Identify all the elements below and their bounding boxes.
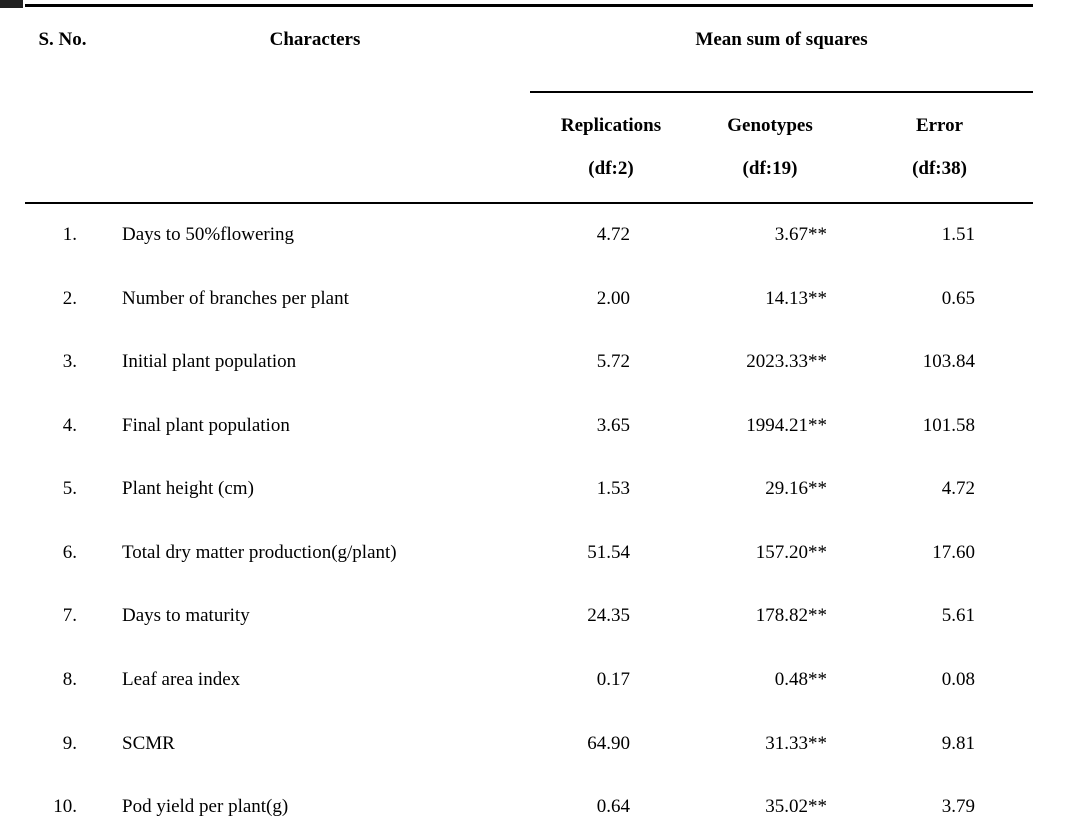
replications-cell: 0.64 (596, 795, 630, 817)
header-spacer-sno (25, 92, 100, 204)
error-label: Error (915, 115, 964, 137)
sno-cell: 1. (62, 224, 77, 246)
error-cell: 3.79 (941, 795, 976, 817)
table-row: 7. Days to maturity 24.35 178.82** 5.61 (25, 585, 1033, 649)
sno-cell: 6. (62, 541, 77, 563)
col-header-characters: Characters (269, 29, 361, 50)
anova-table: S. No. Characters Mean sum of squares Re… (25, 4, 1034, 826)
header-spacer-characters (100, 92, 530, 204)
scan-artifact-corner (0, 0, 23, 8)
replications-cell: 24.35 (587, 605, 630, 627)
sno-cell: 3. (62, 351, 77, 373)
replications-cell: 0.17 (596, 669, 630, 691)
table-row: 8. Leaf area index 0.17 0.48** 0.08 (25, 648, 1033, 712)
error-cell: 101.58 (922, 414, 976, 436)
replications-cell: 51.54 (587, 541, 630, 563)
sno-cell: 5. (62, 478, 77, 500)
error-cell: 17.60 (932, 541, 976, 563)
replications-label: Replications (560, 115, 662, 137)
sno-cell: 9. (62, 732, 77, 754)
genotypes-cell: 178.82** (755, 605, 827, 627)
replications-df: (df:2) (588, 158, 634, 179)
character-cell: Initial plant population (122, 351, 297, 373)
replications-cell: 1.53 (596, 478, 630, 500)
genotypes-cell: 0.48** (774, 669, 827, 691)
sno-cell: 2. (62, 287, 77, 309)
character-cell: Number of branches per plant (122, 287, 349, 309)
genotypes-df: (df:19) (742, 158, 798, 179)
replications-cell: 2.00 (596, 287, 630, 309)
header-row-sub: Replications (df:2) Genotypes (df:19) Er… (25, 92, 1034, 204)
character-cell: Total dry matter production(g/plant) (122, 541, 397, 563)
character-cell: Pod yield per plant(g) (122, 795, 289, 817)
genotypes-cell: 14.13** (765, 287, 827, 309)
header-row-top: S. No. Characters Mean sum of squares (25, 5, 1034, 93)
table-row: 3. Initial plant population 5.72 2023.33… (25, 330, 1033, 394)
col-header-genotypes: Genotypes (df:19) (692, 92, 862, 204)
table-row: 2. Number of branches per plant 2.00 14.… (25, 267, 1033, 331)
replications-cell: 64.90 (587, 732, 630, 754)
col-header-replications: Replications (df:2) (530, 92, 692, 204)
error-cell: 9.81 (941, 732, 976, 754)
table-header: S. No. Characters Mean sum of squares Re… (25, 5, 1034, 204)
genotypes-cell: 35.02** (765, 795, 827, 817)
genotypes-cell: 157.20** (755, 541, 827, 563)
error-cell: 0.08 (941, 669, 976, 691)
col-header-group-mean-sum-of-squares: Mean sum of squares (530, 5, 1034, 93)
table-row: 5. Plant height (cm) 1.53 29.16** 4.72 (25, 457, 1033, 521)
character-cell: SCMR (122, 732, 175, 754)
genotypes-cell: 2023.33** (746, 351, 827, 373)
genotypes-cell: 1994.21** (746, 414, 827, 436)
table-row: 4. Final plant population 3.65 1994.21**… (25, 394, 1033, 458)
table-row: 6. Total dry matter production(g/plant) … (25, 521, 1033, 585)
table-row: 1. Days to 50%flowering 4.72 3.67** 1.51 (25, 203, 1033, 267)
error-cell: 5.61 (941, 605, 976, 627)
character-cell: Days to maturity (122, 605, 250, 627)
character-cell: Days to 50%flowering (122, 224, 295, 246)
error-df: (df:38) (912, 158, 967, 179)
replications-cell: 3.65 (596, 414, 630, 436)
character-cell: Final plant population (122, 414, 290, 436)
character-cell: Leaf area index (122, 669, 241, 691)
col-header-error: Error (df:38) (862, 92, 1034, 204)
error-cell: 103.84 (922, 351, 976, 373)
sno-cell: 10. (53, 795, 77, 817)
replications-cell: 4.72 (596, 224, 630, 246)
table-row: 9. SCMR 64.90 31.33** 9.81 (25, 712, 1033, 776)
genotypes-label: Genotypes (727, 115, 813, 137)
sno-cell: 8. (62, 669, 77, 691)
genotypes-cell: 29.16** (765, 478, 827, 500)
error-cell: 1.51 (941, 224, 976, 246)
sno-cell: 7. (62, 605, 77, 627)
error-cell: 0.65 (941, 287, 976, 309)
error-cell: 4.72 (941, 478, 976, 500)
character-cell: Plant height (cm) (122, 478, 254, 500)
sno-cell: 4. (62, 414, 77, 436)
table-body: 1. Days to 50%flowering 4.72 3.67** 1.51… (25, 203, 1033, 826)
col-header-sno: S. No. (38, 29, 87, 50)
replications-cell: 5.72 (596, 351, 630, 373)
table-row: 10. Pod yield per plant(g) 0.64 35.02** … (25, 775, 1033, 826)
genotypes-cell: 3.67** (774, 224, 827, 246)
genotypes-cell: 31.33** (765, 732, 827, 754)
